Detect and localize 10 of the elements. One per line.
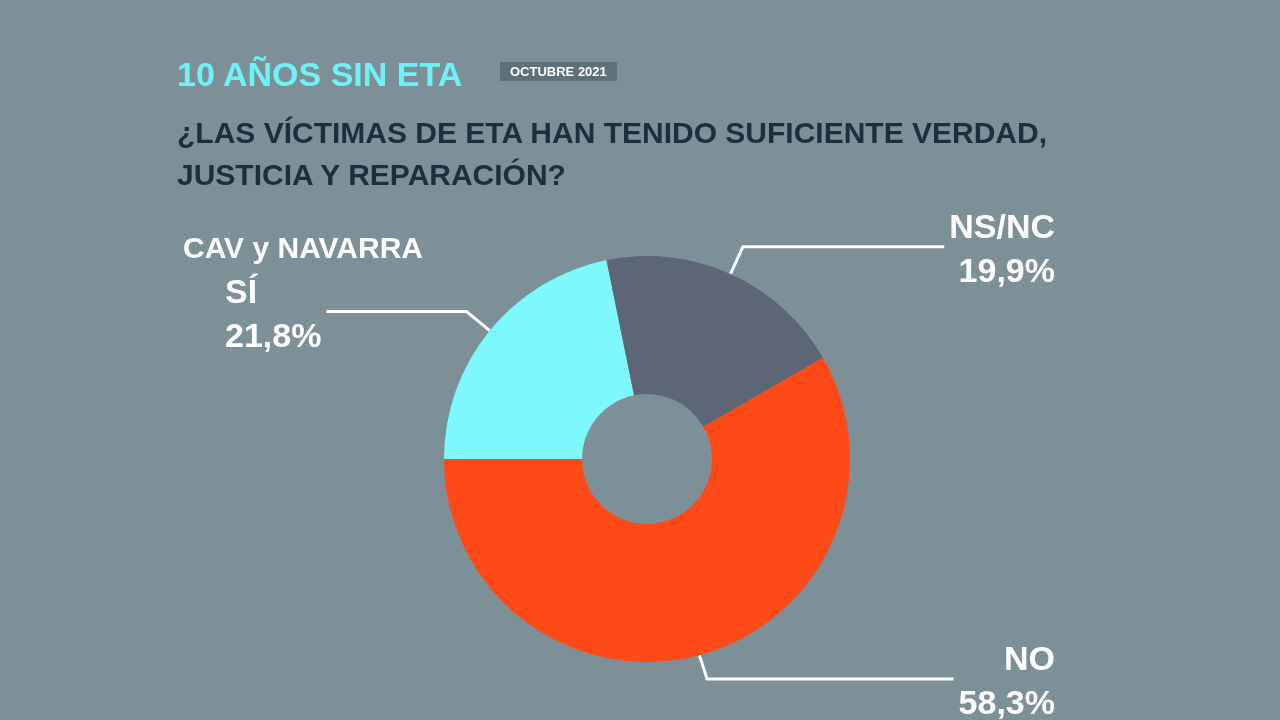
- text: CAV y NAVARRA: [183, 230, 424, 264]
- slice-label: SÍ: [225, 271, 259, 310]
- slice-label: NO: [1004, 639, 1055, 677]
- slice-label: NS/NC: [949, 206, 1055, 245]
- data-label: 19,9%: [958, 250, 1055, 289]
- text: OCTUBRE 2021: [510, 64, 607, 79]
- chart-subtitle: ¿LAS VÍCTIMAS DE ETA HAN TENIDO SUFICIENTE VERDAD, JUSTICIA Y REPARACIÓN?: [177, 115, 1056, 191]
- chart-title: 10 AÑOS SIN ETA: [177, 55, 463, 93]
- data-label: 58,3%: [958, 683, 1055, 720]
- data-label: 21,8%: [225, 315, 322, 354]
